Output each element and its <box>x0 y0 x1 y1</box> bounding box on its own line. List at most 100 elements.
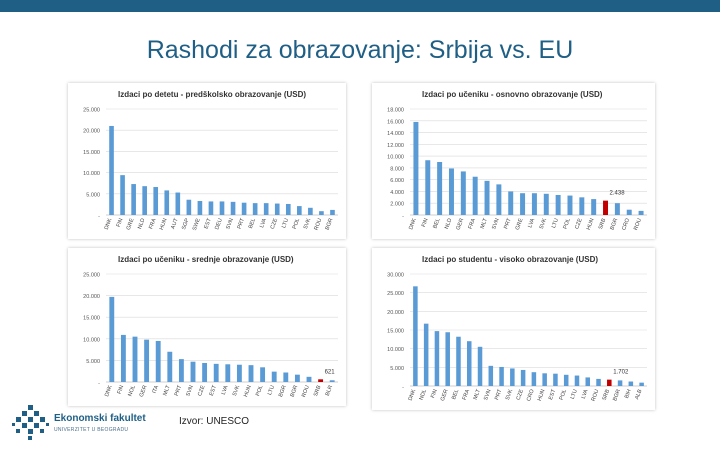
bar <box>167 351 173 382</box>
x-tick-label: LVA <box>221 384 230 395</box>
bar <box>219 201 225 215</box>
x-tick-label: POL <box>559 389 568 401</box>
bar <box>445 332 450 386</box>
chart-panel-preschool: Izdaci po detetu - predškolsko obrazovan… <box>68 83 346 239</box>
x-tick-label: CRO <box>621 217 631 231</box>
x-tick-label: DNK <box>104 217 114 230</box>
faculty-logo-subtitle: UNIVERZITET U BEOGRADU <box>54 427 129 433</box>
x-tick-label: BGR <box>290 385 300 398</box>
x-tick-label: GRE <box>515 217 525 231</box>
x-tick-label: SRB <box>313 384 323 397</box>
y-tick-label: - <box>402 385 404 391</box>
chart-svg: Izdaci po detetu - predškolsko obrazovan… <box>83 90 338 232</box>
x-tick-label: HUN <box>159 218 169 231</box>
y-tick-label: 5.000 <box>86 359 100 365</box>
x-tick-label: BEL <box>432 218 441 230</box>
slide-title: Rashodi za obrazovanje: Srbija vs. EU <box>146 36 574 64</box>
chart-title: Izdaci po učeniku - osnovno obrazovanje … <box>422 90 603 99</box>
bar <box>164 190 170 215</box>
x-tick-label: CZE <box>516 388 526 401</box>
bar <box>555 194 561 215</box>
x-tick-label: POL <box>562 218 571 230</box>
x-tick-label: LVA <box>259 217 268 228</box>
y-tick-label: 14.000 <box>387 131 404 137</box>
bar <box>283 372 289 382</box>
y-tick-label: 16.000 <box>387 119 404 125</box>
bar <box>260 367 266 382</box>
x-tick-label: ROU <box>301 385 311 399</box>
bar <box>448 168 454 215</box>
bar <box>252 203 258 215</box>
x-tick-label: SVK <box>539 217 549 230</box>
x-tick-label: DNK <box>104 384 114 397</box>
x-tick-label: LVA <box>527 217 536 228</box>
bar <box>484 180 490 215</box>
y-tick-label: 2.000 <box>390 202 404 208</box>
y-tick-label: 5.000 <box>390 366 404 372</box>
bar <box>543 193 549 215</box>
bar <box>617 380 623 386</box>
x-tick-label: GRE <box>126 217 136 231</box>
bar <box>488 365 494 386</box>
y-tick-label: 15.000 <box>387 329 404 335</box>
bar <box>153 187 159 215</box>
bar <box>142 186 147 215</box>
x-tick-label: DNK <box>408 388 418 401</box>
x-tick-label: PRT <box>237 217 247 230</box>
x-tick-label: SGP <box>181 217 191 230</box>
chart-svg: Izdaci po učeniku - osnovno obrazovanje … <box>387 90 647 231</box>
x-tick-label: LTU <box>551 218 560 229</box>
x-tick-label: POL <box>292 218 301 230</box>
x-tick-label: PRT <box>503 217 513 230</box>
bar <box>425 160 431 215</box>
bar <box>437 162 443 215</box>
bar-highlight <box>603 200 609 215</box>
chart-panel-tertiary: Izdaci po studentu - visoko obrazovanje … <box>372 248 655 410</box>
bar <box>466 341 472 386</box>
bar <box>132 336 138 382</box>
bar <box>531 372 537 386</box>
x-tick-label: DNK <box>408 217 418 230</box>
bar <box>508 191 514 215</box>
bar <box>178 359 184 382</box>
x-tick-label: GER <box>455 218 465 231</box>
x-tick-label: AUT <box>170 217 180 230</box>
x-tick-label: POL <box>255 385 264 397</box>
y-tick-label: 18.000 <box>387 108 404 114</box>
x-tick-label: MLT <box>162 384 171 397</box>
x-tick-label: NDL <box>419 389 428 401</box>
x-tick-label: LTU <box>267 385 276 396</box>
x-tick-label: ROU <box>313 218 323 232</box>
bar <box>120 175 125 215</box>
x-tick-label: FIN <box>116 218 125 228</box>
bar <box>639 382 644 386</box>
x-tick-label: LTU <box>570 389 579 400</box>
bar <box>553 373 558 386</box>
y-tick-label: 12.000 <box>387 143 404 149</box>
chart-svg: Izdaci po studentu - visoko obrazovanje … <box>387 255 647 402</box>
bar <box>213 363 219 382</box>
bar <box>531 193 537 215</box>
y-tick-label: 20.000 <box>83 294 100 300</box>
x-tick-label: BGR <box>610 218 620 231</box>
x-tick-label: CRO <box>526 388 536 402</box>
bar <box>144 339 150 382</box>
x-tick-label: NLD <box>137 218 146 230</box>
chart-svg: Izdaci po učeniku - srednje obrazovanje … <box>83 255 338 399</box>
bar-highlight <box>607 379 612 386</box>
x-tick-label: BEL <box>451 389 460 401</box>
y-tick-label: 15.000 <box>83 316 100 322</box>
x-tick-label: SWE <box>192 217 202 231</box>
bar <box>263 203 269 215</box>
x-tick-label: CZE <box>270 217 280 230</box>
y-tick-label: 25.000 <box>387 291 404 297</box>
x-tick-label: SVN <box>185 385 195 398</box>
bar <box>456 336 461 386</box>
y-tick-label: - <box>98 214 100 220</box>
bar <box>413 286 418 386</box>
bar <box>109 296 115 382</box>
bar <box>241 202 247 215</box>
y-tick-label: 10.000 <box>387 347 404 353</box>
bar <box>319 211 324 215</box>
x-tick-label: SRB <box>602 388 612 401</box>
